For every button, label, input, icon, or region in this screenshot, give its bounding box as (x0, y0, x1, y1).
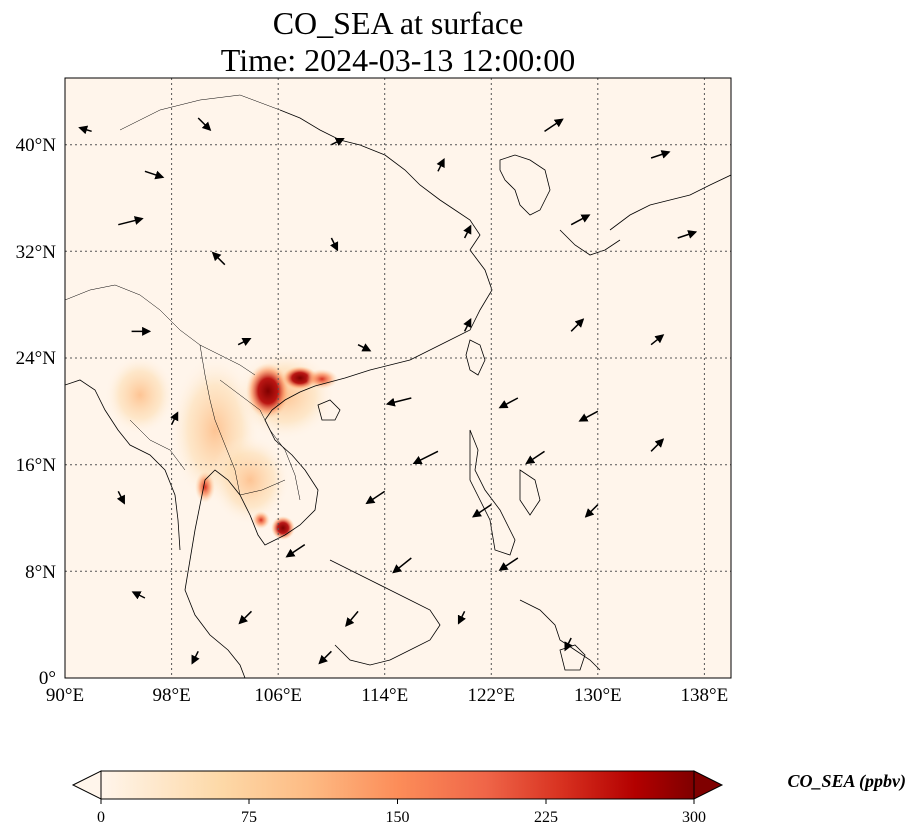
wind-arrow (116, 490, 125, 505)
latitude-axis: 0° 8°N 16°N 24°N 32°N 40°N (16, 135, 57, 689)
lat-tick-label: 0° (39, 668, 56, 689)
colorbar-max-extend (693, 770, 724, 800)
colorbar-label: CO_SEA (ppbv) (787, 771, 906, 792)
wind-arrow (78, 125, 92, 135)
map-title-line2: Time: 2024-03-13 12:00:00 (221, 42, 575, 78)
colorbar-tick-label: 300 (682, 809, 706, 826)
hotspot-red-river-delta (246, 363, 290, 419)
lon-tick-label: 130°E (574, 685, 622, 706)
wind-arrow (238, 610, 253, 625)
wind-arrow (471, 504, 492, 518)
wind-arrow (144, 170, 165, 180)
colorbar-min-extend (71, 770, 102, 800)
colorbar-tick-label: 225 (534, 809, 558, 826)
lon-tick-label: 138°E (681, 685, 729, 706)
wind-arrow (412, 450, 439, 465)
wind-arrow (331, 137, 345, 147)
wind-arrow (544, 118, 564, 132)
wind-arrow (564, 637, 573, 652)
wind-arrow (318, 650, 332, 665)
wind-arrow (285, 544, 306, 558)
wind-vectors (78, 117, 698, 665)
wind-arrow (677, 230, 698, 239)
colorbar-tick-label: 75 (241, 809, 257, 826)
wind-arrow (650, 334, 665, 346)
map-area (65, 78, 731, 678)
wind-arrow (650, 438, 665, 452)
colorbar-tick-label: 150 (386, 809, 410, 826)
lat-tick-label: 24°N (16, 348, 57, 369)
wind-arrow (463, 317, 472, 332)
map-title-line1: CO_SEA at surface (273, 5, 524, 41)
lat-tick-label: 16°N (16, 455, 57, 476)
lon-tick-label: 114°E (361, 685, 408, 706)
wind-arrow (584, 504, 599, 518)
wind-arrow (385, 397, 412, 407)
wind-arrow (211, 251, 226, 266)
wind-arrow (498, 557, 519, 571)
colorbar: 0 75 150 225 300 CO_SEA (ppbv) (71, 770, 906, 826)
wind-arrow (197, 117, 212, 132)
map-frame (64, 77, 732, 679)
wind-arrow (365, 490, 386, 505)
wind-arrow (131, 591, 146, 600)
lat-tick-label: 32°N (16, 242, 57, 263)
lon-tick-label: 106°E (254, 685, 302, 706)
co-concentration-field (105, 350, 338, 540)
wind-arrow (457, 610, 466, 625)
colorbar-gradient (100, 770, 695, 800)
wind-arrow (330, 237, 339, 252)
wind-arrow (357, 343, 372, 352)
wind-arrow (392, 557, 412, 574)
wind-arrow (436, 157, 445, 172)
lat-tick-label: 8°N (25, 562, 56, 583)
map-background (65, 78, 731, 678)
wind-arrow (191, 650, 200, 665)
wind-arrow (570, 214, 591, 226)
hotspot-mekong (271, 516, 295, 540)
wind-arrow (578, 410, 599, 422)
gridlines (65, 78, 731, 678)
wind-arrow (170, 411, 179, 426)
wind-arrow (650, 150, 671, 159)
coastlines (65, 109, 731, 678)
wind-arrow (570, 318, 585, 332)
lon-tick-label: 98°E (152, 685, 190, 706)
wind-arrow (118, 216, 144, 226)
lon-tick-label: 90°E (46, 685, 84, 706)
lat-tick-label: 40°N (16, 135, 57, 156)
longitude-axis: 90°E 98°E 106°E 114°E 122°E 130°E 138°E (46, 685, 728, 706)
lon-tick-label: 122°E (467, 685, 515, 706)
wind-arrow (345, 610, 359, 627)
colorbar-tick-label: 0 (97, 809, 105, 826)
wind-arrow (463, 224, 472, 239)
wind-arrow (525, 450, 545, 465)
wind-arrow (498, 397, 519, 409)
wind-arrow (237, 337, 252, 347)
country-borders (65, 94, 301, 501)
